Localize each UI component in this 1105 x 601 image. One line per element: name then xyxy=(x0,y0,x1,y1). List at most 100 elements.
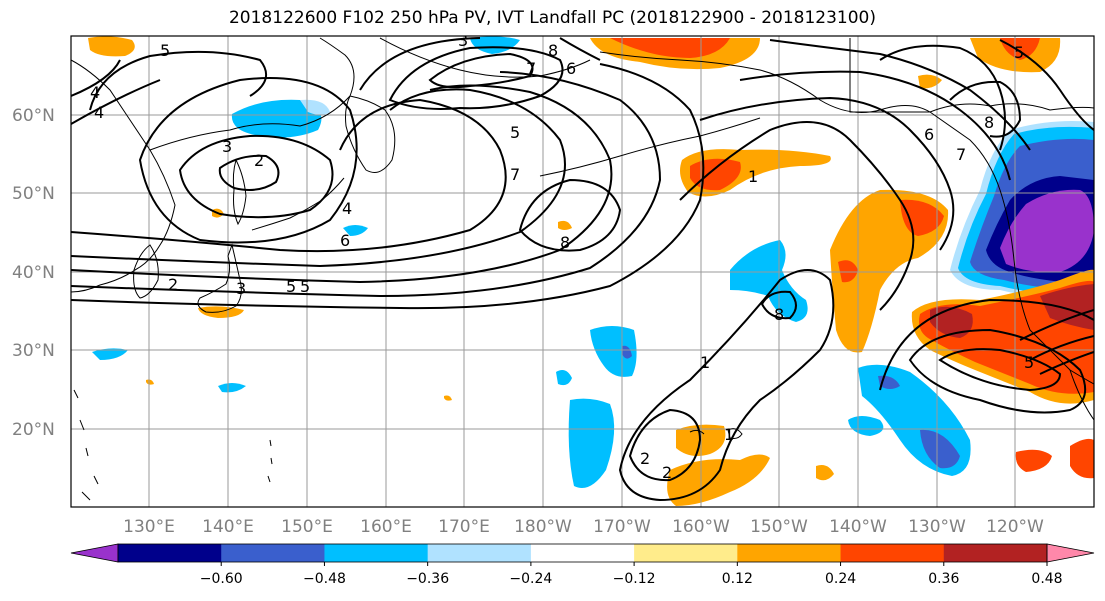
contour-label: 6 xyxy=(340,231,350,250)
shade-dred-ca xyxy=(930,306,973,338)
colorbar-segment xyxy=(324,544,429,562)
map-frame xyxy=(70,35,1095,508)
shade-blue-small-1 xyxy=(92,348,128,360)
shade-orange-japan xyxy=(198,306,244,318)
contour-east-4 xyxy=(1019,309,1094,341)
contour-label: 8 xyxy=(774,305,784,324)
contour-label: 5 xyxy=(1014,43,1024,62)
contour-label: 6 xyxy=(924,125,934,144)
colorbar-segment xyxy=(118,544,222,562)
lon-label: 120°W xyxy=(986,517,1044,537)
colorbar-segment xyxy=(530,544,635,562)
coast-okhotsk xyxy=(149,37,355,151)
contour-sw-loop xyxy=(618,269,835,502)
coast-korea xyxy=(133,244,159,299)
shade-blue-cp-2 xyxy=(590,326,637,377)
colorbar-tick-label: 0.36 xyxy=(928,571,959,587)
contour-label: 4 xyxy=(342,199,352,218)
lon-label: 160°E xyxy=(360,517,412,537)
contour-label: 4 xyxy=(94,103,104,122)
colorbar-tick-label: −0.60 xyxy=(200,571,243,587)
lon-label: 170°W xyxy=(593,517,651,537)
contour-label: 5 xyxy=(300,277,310,296)
coast-aleutians xyxy=(539,117,761,177)
colorbar-segment xyxy=(840,544,945,562)
contour-okhotsk-outer xyxy=(138,77,358,244)
contour-big-trough xyxy=(679,121,915,311)
shade-orange-dot-3 xyxy=(444,395,452,401)
lat-label: 20°N xyxy=(12,420,55,440)
shade-blue-kamchatka xyxy=(231,99,322,138)
lon-label: 130°W xyxy=(908,517,966,537)
lon-label: 150°W xyxy=(750,517,808,537)
coast-mexico xyxy=(1069,369,1094,421)
colorbar-segment xyxy=(427,544,532,562)
coast-alaska xyxy=(599,51,1094,385)
contour-label-group: 5 5 3 8 7 6 5 4 3 2 4 6 5 7 8 4 2 3 5 1 … xyxy=(90,31,1034,482)
lon-label: 130°E xyxy=(123,517,175,537)
contour-east-5 xyxy=(1029,335,1094,361)
contour-trough-3 xyxy=(739,70,1011,181)
contour-label: 8 xyxy=(560,233,570,252)
lat-label: 50°N xyxy=(12,184,55,204)
contour-label: 5 xyxy=(1024,353,1034,372)
contour-trough-4 xyxy=(769,39,1031,151)
lat-label: 40°N xyxy=(12,263,55,283)
contour-label: 5 xyxy=(286,277,296,296)
shade-blue-cp-3 xyxy=(568,398,615,488)
colorbar-ticks: −0.60 −0.48 −0.36 −0.24 −0.12 0.12 0.24 0.36 0.4… xyxy=(200,562,1063,587)
colorbar-outline xyxy=(117,543,1048,563)
pv-contours xyxy=(71,37,1094,502)
shade-orange-trop-3 xyxy=(816,465,834,481)
contour-label: 1 xyxy=(700,353,710,372)
shade-blue-midlat xyxy=(343,225,368,236)
contour-east-6 xyxy=(1039,351,1094,375)
colorbar-tick-label: −0.24 xyxy=(509,571,552,587)
contour-west-5 xyxy=(71,63,705,310)
contour-label: 2 xyxy=(254,151,264,170)
coast-islands-marianas xyxy=(267,439,273,483)
colorbar-tick-label: −0.36 xyxy=(406,571,449,587)
lon-label: 160°W xyxy=(672,517,730,537)
graticule xyxy=(71,36,1094,507)
pc-shading xyxy=(88,36,1094,506)
shade-mblue-cp-2 xyxy=(622,345,632,359)
lon-label: 140°W xyxy=(829,517,887,537)
lon-label: 150°E xyxy=(281,517,333,537)
contour-nw-2 xyxy=(71,59,121,97)
shade-orange-dot-2 xyxy=(558,220,572,230)
contour-label: 3 xyxy=(458,31,468,50)
contour-label: 5 xyxy=(510,123,520,142)
shade-blue-small-2 xyxy=(218,383,246,393)
longitude-labels: 130°E 140°E 150°E 160°E 170°E 180°W 170°… xyxy=(123,517,1044,537)
contour-nw-1 xyxy=(89,50,268,111)
colorbar-segments xyxy=(70,543,1095,563)
shade-red-nak xyxy=(1000,38,1040,60)
contour-label: 8 xyxy=(984,113,994,132)
contour-label: 7 xyxy=(510,165,520,184)
contour-label: 1 xyxy=(748,167,758,186)
shade-purple-nw-coast xyxy=(1000,189,1094,273)
contour-label: 4 xyxy=(90,83,100,102)
colorbar-segment xyxy=(221,544,325,562)
colorbar-extend-high xyxy=(1046,543,1095,563)
shade-dred-ca-2 xyxy=(1040,284,1094,330)
colorbar-segment xyxy=(943,544,1048,562)
contour-top-mid xyxy=(559,37,601,61)
shade-blue-cp-1 xyxy=(730,240,808,322)
coast-hawaii-1 xyxy=(689,429,705,435)
contour-mid-loop xyxy=(518,178,622,252)
lon-label: 180°W xyxy=(514,517,572,537)
contour-label: 3 xyxy=(222,137,232,156)
colorbar-extend-low xyxy=(70,543,119,563)
shade-orange-alaska-dot xyxy=(918,74,942,89)
lon-label: 170°E xyxy=(438,517,490,537)
coast-sakhalin xyxy=(232,158,247,226)
contour-east-loop xyxy=(908,328,1087,414)
colorbar-tick-label: 0.24 xyxy=(825,571,856,587)
colorbar-tick-label: −0.12 xyxy=(613,571,656,587)
contour-ridge-ne-2 xyxy=(949,80,1022,138)
shade-orange-dot-4 xyxy=(146,379,154,385)
coast-islands-west xyxy=(73,389,99,501)
